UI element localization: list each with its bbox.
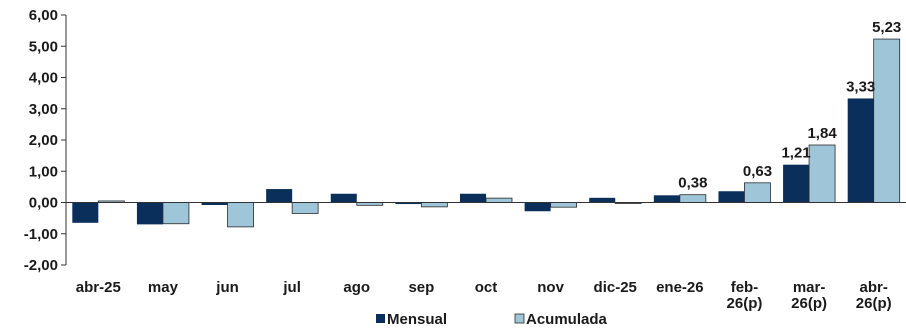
x-tick-label: nov: [537, 279, 564, 296]
bar-acumulada-2: [227, 202, 254, 228]
x-tick-label: may: [148, 279, 179, 296]
y-tick-label: 5,00: [29, 38, 58, 55]
x-tick-label: abr-25: [76, 279, 121, 296]
x-tick-label-line: 26(p): [791, 295, 827, 312]
y-tick-label: -1,00: [24, 226, 58, 243]
x-tick-label: jul: [282, 279, 301, 296]
data-labels: 0,38 0,63 1,21 1,84 3,33 5,23: [678, 19, 901, 192]
bar-acumulada-5: [420, 202, 448, 208]
bar-mensual-12: [847, 98, 874, 203]
y-tick-label: -2,00: [24, 257, 58, 274]
bar-acumulada-3: [291, 202, 319, 214]
x-tick-label: feb-26(p): [727, 279, 763, 312]
legend-swatch-mensual: [376, 314, 385, 323]
bar-mensual-3: [266, 189, 293, 203]
x-tick-label: ago: [343, 279, 370, 296]
legend-label-acumulada: Acumulada: [526, 311, 608, 326]
bar-acumulada-10: [744, 182, 771, 203]
data-label: 0,63: [743, 163, 772, 180]
bar-mensual-1: [136, 202, 163, 225]
bar-mensual-2: [201, 202, 228, 205]
x-tick-label-line: may: [148, 279, 179, 296]
y-tick-label: 3,00: [29, 101, 58, 118]
x-tick-label: jun: [215, 279, 239, 296]
legend-label-mensual: Mensual: [387, 311, 447, 326]
x-tick-label: oct: [475, 279, 498, 296]
x-tick-label: abr-26(p): [856, 279, 892, 312]
x-tick-label-line: ene-26: [656, 279, 704, 296]
data-label: 1,84: [807, 125, 837, 142]
x-tick-label: ene-26: [656, 279, 704, 296]
y-tick-label: 2,00: [29, 132, 58, 149]
y-tick-label: 6,00: [29, 7, 58, 24]
x-tick-label-line: sep: [408, 279, 434, 296]
x-axis: abr-25 may jun jul ago sep oct nov dic-25 ene-26 f…: [66, 202, 906, 312]
bar-mensual-10: [718, 191, 745, 203]
y-tick-label: 1,00: [29, 163, 58, 180]
bar-mensual-11: [783, 164, 810, 203]
bar-acumulada-1: [162, 202, 190, 225]
bars: [72, 38, 901, 228]
data-label: 1,21: [781, 145, 810, 162]
y-tick-label: 0,00: [29, 195, 58, 212]
bar-acumulada-11: [808, 144, 836, 203]
data-label: 3,33: [846, 78, 875, 95]
bar-acumulada-9: [679, 194, 707, 203]
bar-mensual-4: [330, 193, 357, 203]
x-tick-label: dic-25: [594, 279, 637, 296]
x-tick-label-line: ago: [343, 279, 370, 296]
data-label: 5,23: [872, 19, 901, 36]
x-tick-label-line: jun: [215, 279, 239, 296]
legend: Mensual Acumulada: [376, 311, 608, 328]
y-axis: -2,00 -1,00 0,00 1,00 2,00 3,00 4,00 5,00 6,00: [24, 7, 67, 274]
x-tick-label-line: abr-25: [76, 279, 121, 296]
x-tick-label-line: abr-: [860, 279, 888, 296]
data-label: 0,38: [678, 175, 707, 192]
x-tick-label-line: dic-25: [594, 279, 637, 296]
x-tick-label-line: 26(p): [727, 295, 763, 312]
x-tick-label-line: oct: [475, 279, 498, 296]
bar-acumulada-12: [873, 38, 901, 203]
bar-mensual-6: [460, 193, 486, 203]
x-tick-label: mar-26(p): [791, 279, 827, 312]
bar-mensual-5: [395, 202, 422, 205]
bar-acumulada-6: [485, 197, 513, 203]
x-tick-label: sep: [408, 279, 434, 296]
x-tick-label-line: nov: [537, 279, 564, 296]
x-tick-label-line: jul: [282, 279, 301, 296]
legend-swatch-acumulada: [514, 313, 525, 324]
x-tick-label-line: 26(p): [856, 295, 892, 312]
x-tick-label-line: mar-: [793, 279, 826, 296]
bar-mensual-8: [589, 197, 616, 203]
bar-mensual-9: [653, 195, 680, 203]
bar-mensual-7: [524, 202, 551, 212]
x-tick-label-line: feb-: [731, 279, 759, 296]
y-tick-label: 4,00: [29, 70, 58, 87]
bar-mensual-0: [72, 202, 99, 223]
bar-acumulada-7: [550, 202, 578, 208]
